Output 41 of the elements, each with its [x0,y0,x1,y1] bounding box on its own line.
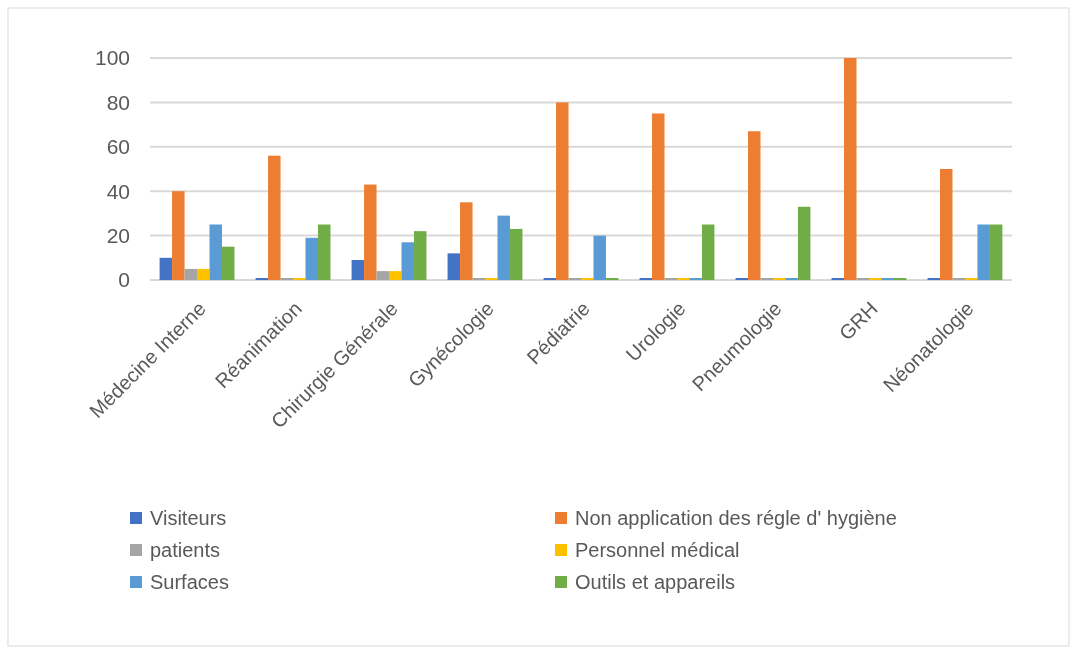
legend-label: Surfaces [150,571,229,593]
legend-label: Personnel médical [575,539,740,561]
bar [351,260,365,280]
bar [184,268,198,280]
bar [797,206,811,280]
bar [593,235,606,280]
legend-label: patients [150,539,221,561]
bar [460,202,473,280]
y-tick-label: 40 [106,179,130,203]
bar [652,113,665,280]
bar [317,224,331,280]
bar [497,215,510,280]
bar [509,228,523,280]
y-tick-label: 20 [106,223,130,247]
bar [977,224,990,280]
bar [401,242,414,280]
bar [389,271,402,280]
bar [844,58,857,280]
bar [197,268,210,280]
bar [221,246,235,280]
y-tick-label: 0 [118,268,130,292]
legend-label: Outils et appareils [575,571,736,593]
bar [209,224,222,280]
bar [989,224,1003,280]
bar [748,131,761,280]
bar [940,169,953,280]
bar [701,224,715,280]
bar [556,102,569,280]
legend-label: Non application des régle d' hygiène [575,507,897,529]
bar [305,237,318,280]
y-tick-label: 60 [106,135,130,159]
bar [159,257,173,280]
bar [413,231,427,280]
bar [172,191,185,280]
legend-label: Visiteurs [150,507,227,529]
bar [364,184,377,280]
bar [376,271,390,280]
y-tick-label: 100 [94,46,130,70]
y-tick-label: 80 [106,90,130,114]
bar [268,155,281,280]
bar [447,253,461,280]
